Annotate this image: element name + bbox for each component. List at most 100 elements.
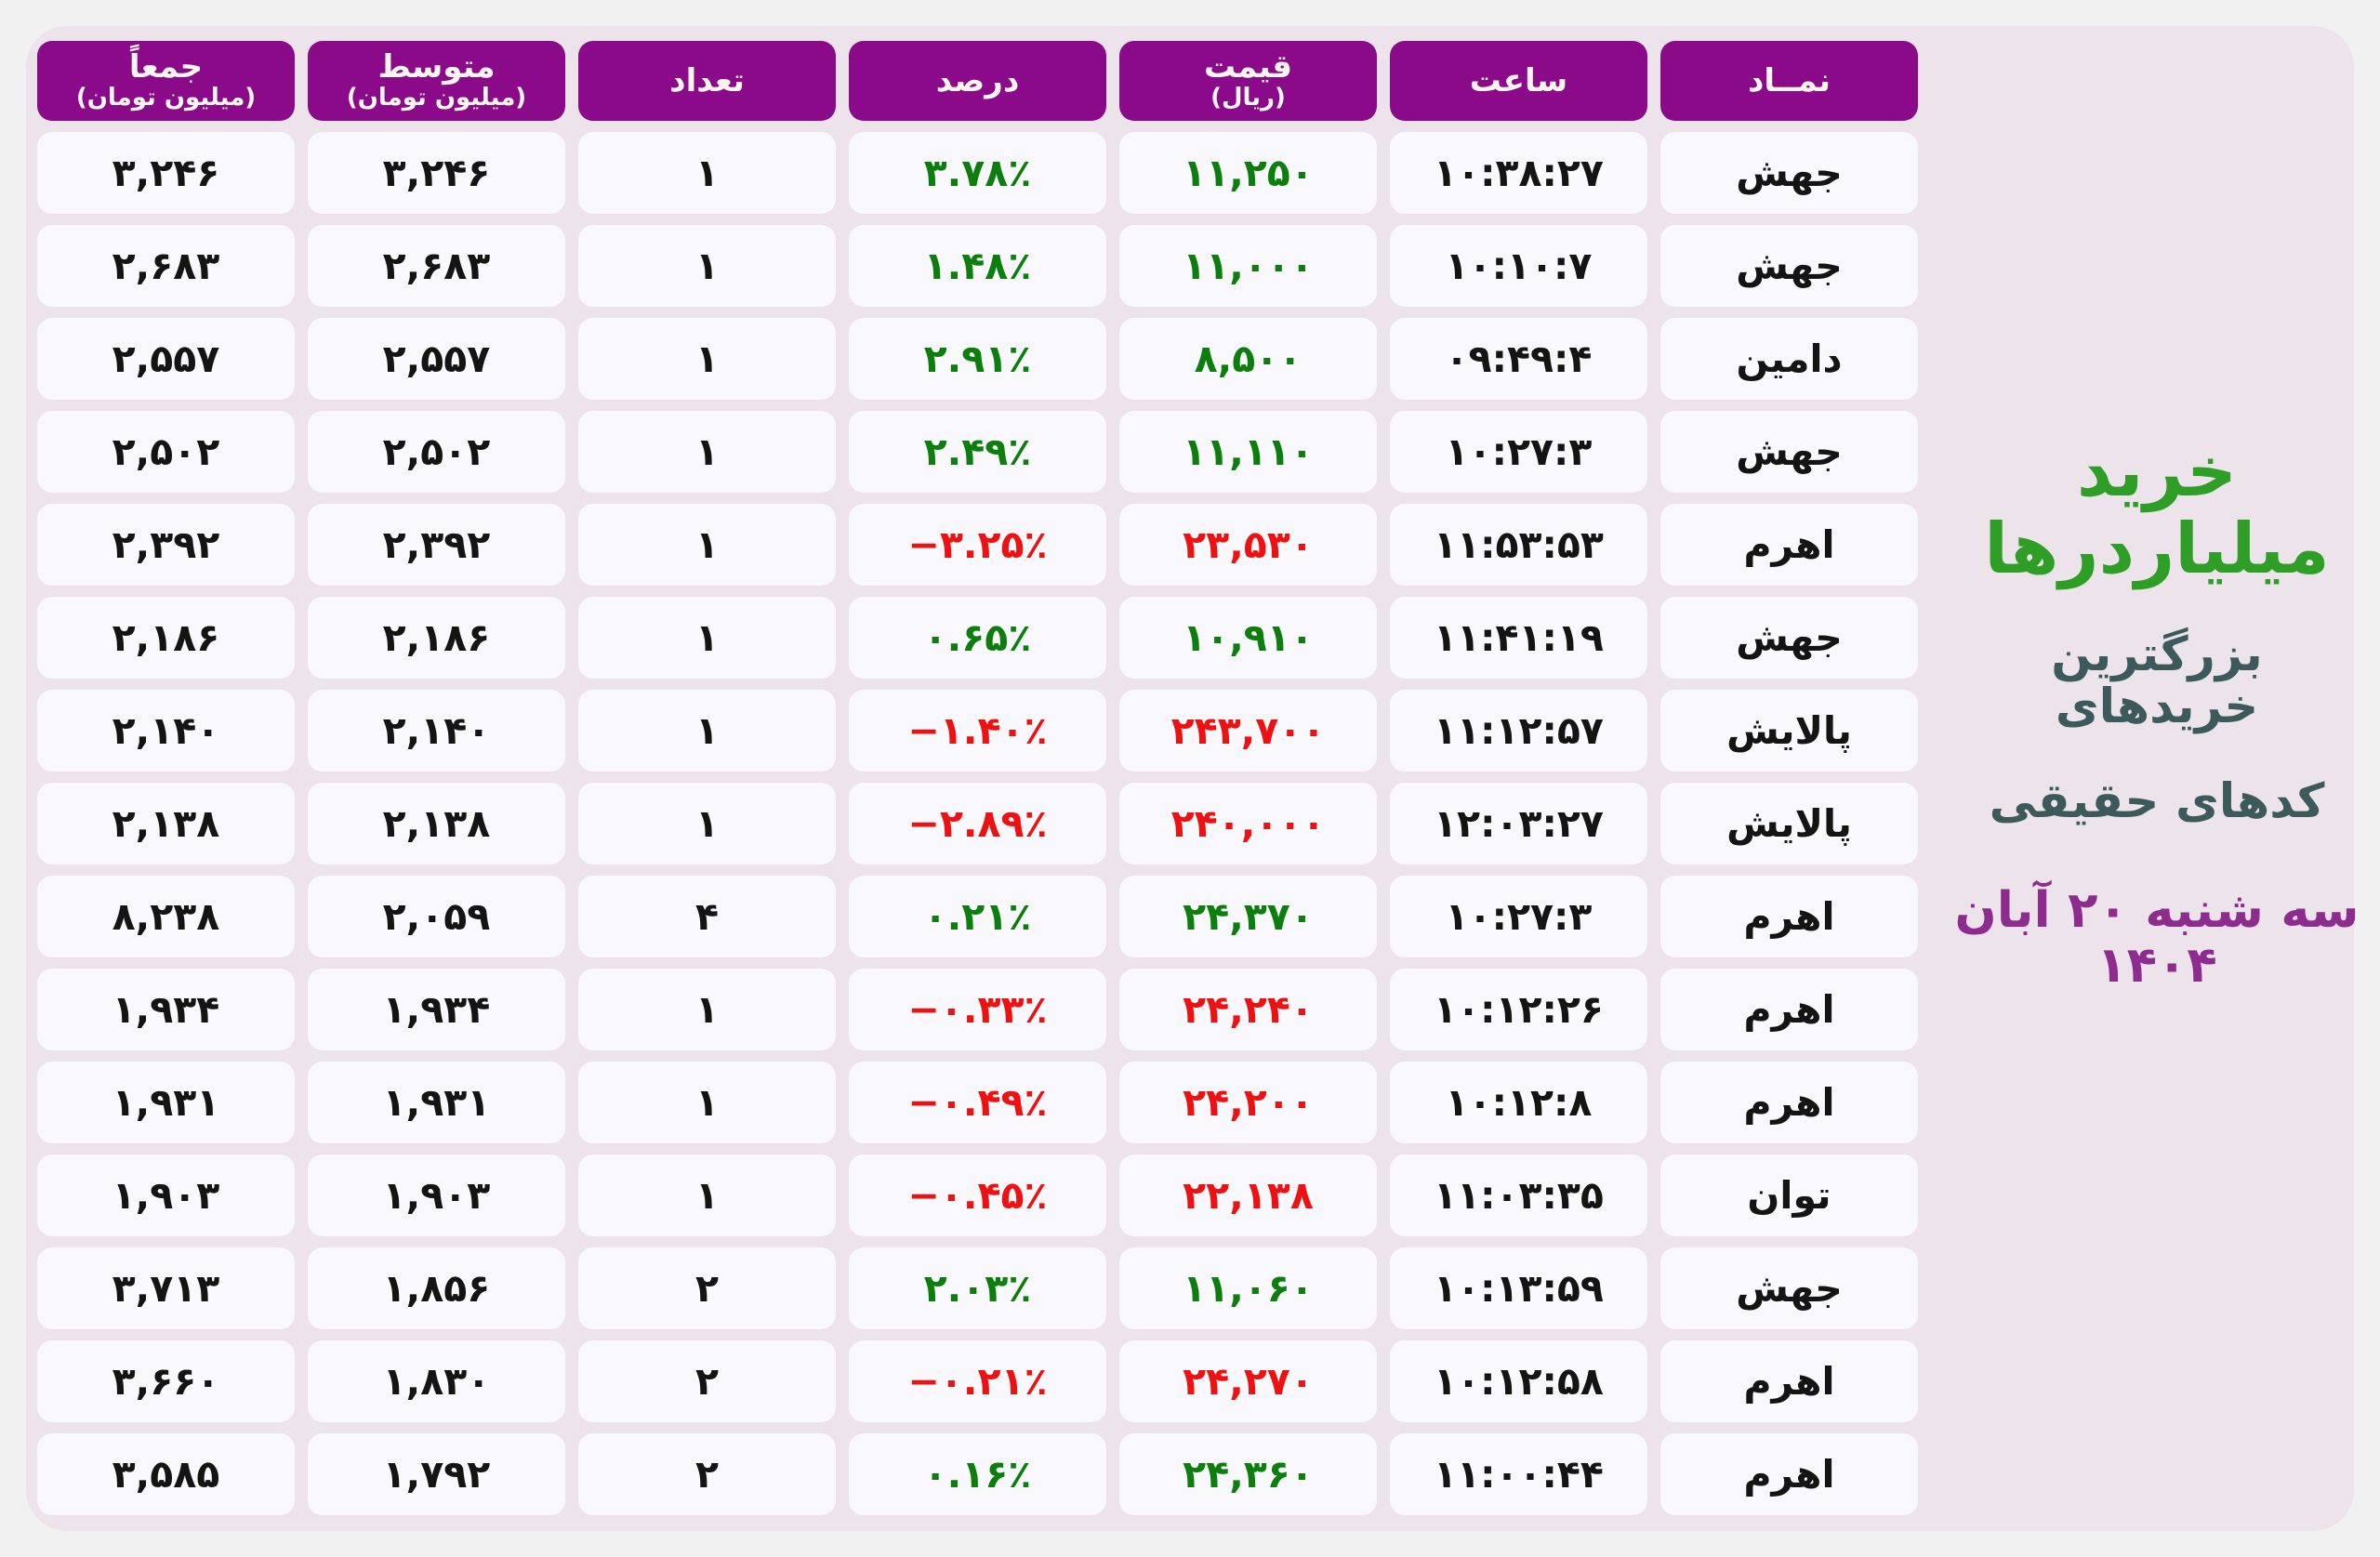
- cell-avg: ۲,۱۸۶: [308, 597, 565, 679]
- cell-count: ۱: [578, 597, 836, 679]
- subtitle-line1: بزرگترین خریدهای: [2051, 627, 2263, 735]
- cell-total: ۲,۵۰۲: [37, 411, 295, 493]
- cell-total: ۲,۱۳۸: [37, 783, 295, 864]
- cell-symbol: دامین: [1660, 318, 1918, 400]
- cell-price: ۲۴,۲۴۰: [1119, 969, 1377, 1050]
- cell-count: ۱: [578, 1155, 836, 1236]
- header-label: ساعت: [1469, 61, 1568, 99]
- cell-percent: ۰.۶۵٪: [849, 597, 1106, 679]
- cell-time: ۱۰:۲۷:۳: [1390, 411, 1647, 493]
- cell-price: ۲۲,۱۳۸: [1119, 1155, 1377, 1236]
- cell-total: ۲,۵۵۷: [37, 318, 295, 400]
- header-time: ساعت: [1390, 41, 1647, 121]
- cell-percent: ۰.۱۶٪: [849, 1433, 1106, 1515]
- cell-symbol: اهرم: [1660, 1340, 1918, 1422]
- cell-symbol: اهرم: [1660, 1062, 1918, 1143]
- cell-percent: ۲.۰۳٪: [849, 1247, 1106, 1329]
- cell-avg: ۱,۸۳۰: [308, 1340, 565, 1422]
- cell-count: ۱: [578, 318, 836, 400]
- cell-total: ۳,۵۸۵: [37, 1433, 295, 1515]
- cell-price: ۱۱,۱۱۰: [1119, 411, 1377, 493]
- cell-total: ۲,۶۸۳: [37, 225, 295, 307]
- header-label: جمعاً: [128, 48, 204, 86]
- cell-avg: ۱,۷۹۲: [308, 1433, 565, 1515]
- cell-count: ۱: [578, 690, 836, 772]
- table-board: نمــاد ساعت قیمت (ریال) درصد تعداد متوسط (میلیو…: [26, 26, 2360, 1531]
- cell-total: ۱,۹۰۳: [37, 1155, 295, 1236]
- cell-time: ۱۰:۳۸:۲۷: [1390, 132, 1647, 214]
- page-title: خرید میلیاردرها: [1984, 430, 2330, 589]
- header-label: تعداد: [669, 61, 745, 99]
- header-label: نمــاد: [1747, 61, 1831, 99]
- header-label: درصد: [935, 61, 1020, 99]
- cell-symbol: جهش: [1660, 1247, 1918, 1329]
- cell-total: ۸,۲۳۸: [37, 876, 295, 957]
- cell-total: ۳,۶۶۰: [37, 1340, 295, 1422]
- cell-count: ۱: [578, 1062, 836, 1143]
- cell-price: ۲۴۳,۷۰۰: [1119, 690, 1377, 772]
- cell-price: ۲۴,۳۶۰: [1119, 1433, 1377, 1515]
- cell-price: ۲۳,۵۳۰: [1119, 504, 1377, 586]
- cell-time: ۱۱:۱۲:۵۷: [1390, 690, 1647, 772]
- cell-symbol: جهش: [1660, 225, 1918, 307]
- cell-symbol: اهرم: [1660, 1433, 1918, 1515]
- cell-total: ۲,۱۴۰: [37, 690, 295, 772]
- cell-avg: ۲,۳۹۲: [308, 504, 565, 586]
- header-avg: متوسط (میلیون تومان): [308, 41, 565, 121]
- cell-total: ۲,۱۸۶: [37, 597, 295, 679]
- cell-total: ۱,۹۳۴: [37, 969, 295, 1050]
- cell-symbol: اهرم: [1660, 969, 1918, 1050]
- cell-avg: ۱,۹۳۴: [308, 969, 565, 1050]
- header-label: متوسط: [377, 48, 496, 86]
- cell-avg: ۲,۱۴۰: [308, 690, 565, 772]
- cell-time: ۱۱:۵۳:۵۳: [1390, 504, 1647, 586]
- cell-price: ۲۴۰,۰۰۰: [1119, 783, 1377, 864]
- cell-price: ۲۴,۲۷۰: [1119, 1340, 1377, 1422]
- cell-time: ۱۰:۲۷:۳: [1390, 876, 1647, 957]
- cell-time: ۱۰:۱۳:۵۹: [1390, 1247, 1647, 1329]
- cell-avg: ۱,۹۰۳: [308, 1155, 565, 1236]
- cell-avg: ۲,۰۵۹: [308, 876, 565, 957]
- cell-percent: ۱.۴۸٪: [849, 225, 1106, 307]
- cell-percent: −۰.۲۱٪: [849, 1340, 1106, 1422]
- cell-count: ۱: [578, 411, 836, 493]
- cell-count: ۱: [578, 783, 836, 864]
- cell-percent: −۳.۲۵٪: [849, 504, 1106, 586]
- cell-avg: ۲,۵۰۲: [308, 411, 565, 493]
- cell-time: ۱۰:۱۲:۸: [1390, 1062, 1647, 1143]
- header-sublabel: (ریال): [1210, 84, 1286, 112]
- cell-total: ۲,۳۹۲: [37, 504, 295, 586]
- cell-count: ۴: [578, 876, 836, 957]
- cell-symbol: جهش: [1660, 411, 1918, 493]
- cell-count: ۱: [578, 504, 836, 586]
- cell-time: ۱۱:۴۱:۱۹: [1390, 597, 1647, 679]
- cell-percent: ۰.۲۱٪: [849, 876, 1106, 957]
- cell-avg: ۳,۲۴۶: [308, 132, 565, 214]
- cell-avg: ۲,۱۳۸: [308, 783, 565, 864]
- header-sublabel: (میلیون تومان): [75, 84, 257, 112]
- cell-avg: ۱,۸۵۶: [308, 1247, 565, 1329]
- header-symbol: نمــاد: [1660, 41, 1918, 121]
- cell-percent: −۲.۸۹٪: [849, 783, 1106, 864]
- cell-count: ۱: [578, 225, 836, 307]
- subtitle-line2: کدهای حقیقی: [1989, 774, 2325, 830]
- header-label: قیمت: [1204, 48, 1292, 86]
- cell-time: ۱۱:۰۳:۳۵: [1390, 1155, 1647, 1236]
- cell-avg: ۲,۶۸۳: [308, 225, 565, 307]
- side-panel: خرید میلیاردرها بزرگترین خریدهای کدهای ح…: [1954, 433, 2360, 993]
- cell-time: ۱۰:۱۰:۷: [1390, 225, 1647, 307]
- cell-avg: ۱,۹۳۱: [308, 1062, 565, 1143]
- header-sublabel: (میلیون تومان): [346, 84, 527, 112]
- cell-percent: −۰.۴۹٪: [849, 1062, 1106, 1143]
- cell-price: ۲۴,۳۷۰: [1119, 876, 1377, 957]
- cell-total: ۳,۲۴۶: [37, 132, 295, 214]
- cell-symbol: جهش: [1660, 597, 1918, 679]
- cell-symbol: اهرم: [1660, 504, 1918, 586]
- cell-count: ۲: [578, 1340, 836, 1422]
- cell-price: ۱۱,۰۶۰: [1119, 1247, 1377, 1329]
- cell-avg: ۲,۵۵۷: [308, 318, 565, 400]
- cell-time: ۱۰:۱۲:۵۸: [1390, 1340, 1647, 1422]
- cell-percent: ۳.۷۸٪: [849, 132, 1106, 214]
- cell-percent: ۲.۹۱٪: [849, 318, 1106, 400]
- cell-symbol: اهرم: [1660, 876, 1918, 957]
